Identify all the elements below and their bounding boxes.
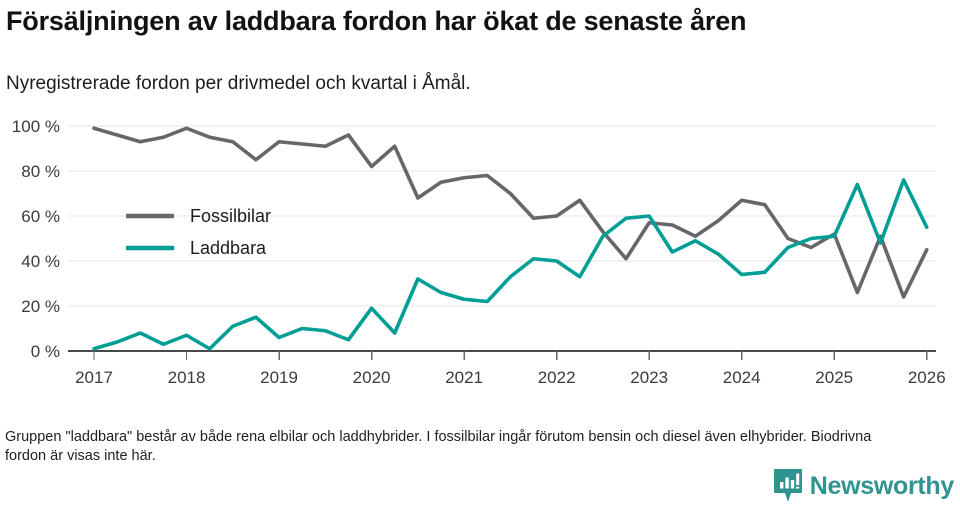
legend-label-fossilbilar: Fossilbilar <box>190 206 271 226</box>
x-axis-tick-label: 2025 <box>815 368 853 387</box>
line-chart: 0 % 20 % 40 % 60 % 80 % 100 % 2017 2018 2019 202… <box>12 117 946 387</box>
series-line-fossilbilar <box>92 126 929 299</box>
x-axis-tick-label: 2018 <box>168 368 206 387</box>
gridlines <box>68 125 936 353</box>
x-axis-tick-label: 2017 <box>75 368 113 387</box>
x-axis-tick-label: 2024 <box>723 368 761 387</box>
chart-plot-area: 0 % 20 % 40 % 60 % 80 % 100 % 2017 2018 2019 202… <box>0 110 960 402</box>
x-axis-tick-label: 2026 <box>908 368 946 387</box>
x-axis-tick-label: 2021 <box>445 368 483 387</box>
y-axis-tick-label: 100 % <box>12 117 60 136</box>
newsworthy-wordmark: Newsworthy <box>809 471 955 500</box>
y-axis-tick-label: 40 % <box>21 252 60 271</box>
x-axis-tick-label: 2023 <box>630 368 668 387</box>
y-axis-tick-label: 60 % <box>21 207 60 226</box>
legend-label-laddbara: Laddbara <box>190 238 267 258</box>
y-axis-tick-label: 0 % <box>31 342 60 361</box>
chart-footnote: Gruppen "laddbara" består av både rena e… <box>5 429 872 464</box>
chart-legend: Fossilbilar Laddbara <box>126 206 271 258</box>
page-title: Försäljningen av laddbara fordon har öka… <box>6 6 747 36</box>
chart-subtitle: Nyregistrerade fordon per drivmedel och … <box>6 73 471 94</box>
x-axis-tick-label: 2022 <box>538 368 576 387</box>
x-axis-tick-labels: 2017 2018 2019 2020 2021 2022 2023 2024 2025 2026 <box>75 368 946 387</box>
y-axis-tick-label: 80 % <box>21 162 60 181</box>
x-axis-tick-label: 2020 <box>353 368 391 387</box>
y-axis-tick-label: 20 % <box>21 297 60 316</box>
y-axis-tick-labels: 0 % 20 % 40 % 60 % 80 % 100 % <box>12 117 60 361</box>
x-axis-tick-marks <box>93 351 928 360</box>
x-axis-tick-label: 2019 <box>260 368 298 387</box>
bar-chart-pin-icon <box>773 469 802 502</box>
newsworthy-logo: Newsworthy <box>773 468 954 504</box>
series-line-laddbara <box>92 178 929 351</box>
data-series-group <box>92 126 929 351</box>
